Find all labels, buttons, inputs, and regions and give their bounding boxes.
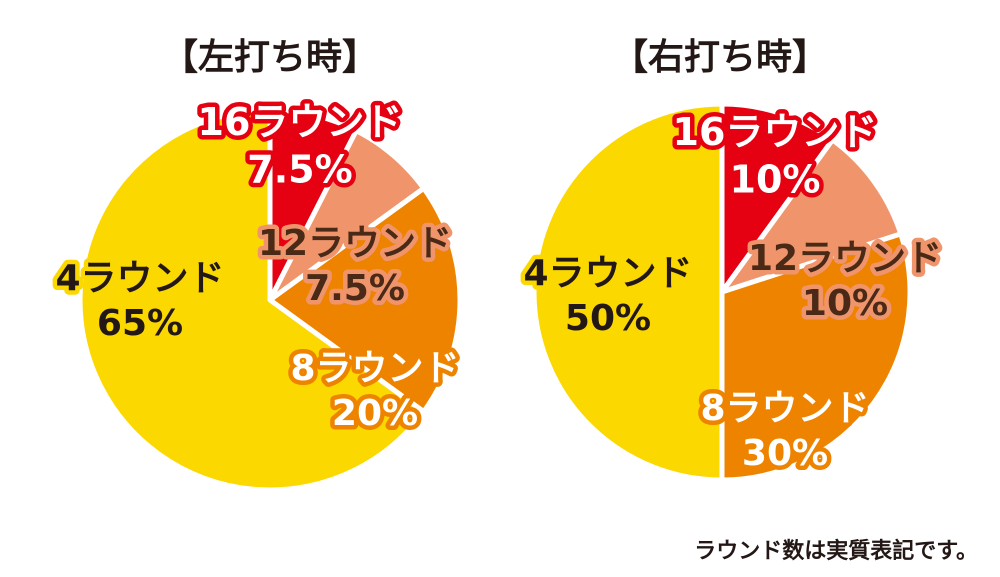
left-slice-label-3: 4ラウンド 65%: [55, 258, 224, 344]
right-slice-3: [531, 101, 725, 483]
left-pie: 16ラウンド 7.5% 12ラウンド 7.5% 8ラウンド 20% 4ラウンド 65%: [51, 96, 464, 493]
left-chart-title: 【左打ち時】: [161, 37, 379, 78]
right-slice-label-3: 4ラウンド 50%: [523, 253, 692, 339]
right-slice-2: [719, 231, 913, 483]
right-slice-1: [719, 137, 904, 295]
left-slice-label-2: 8ラウンド 20%: [290, 348, 459, 434]
right-slice-0: [719, 101, 836, 295]
right-pie: 16ラウンド 10% 12ラウンド 10% 8ラウンド 30%4ラウンド 50%: [519, 101, 947, 483]
left-slice-label-1: 12ラウンド 7.5%: [258, 223, 452, 309]
left-slice-label-0: 16ラウンド 7.5%: [198, 100, 403, 192]
left-slice-3: [77, 107, 427, 493]
footnote: ラウンド数は実質表記です。: [694, 539, 978, 564]
right-slice-label-1: 12ラウンド 10%: [748, 238, 942, 324]
left-slice-2: [267, 185, 463, 415]
right-slice-label-0: 16ラウンド 10%: [673, 110, 878, 202]
right-chart-title: 【右打ち時】: [611, 37, 829, 78]
right-slice-label-2: 8ラウンド 30%: [700, 388, 869, 474]
